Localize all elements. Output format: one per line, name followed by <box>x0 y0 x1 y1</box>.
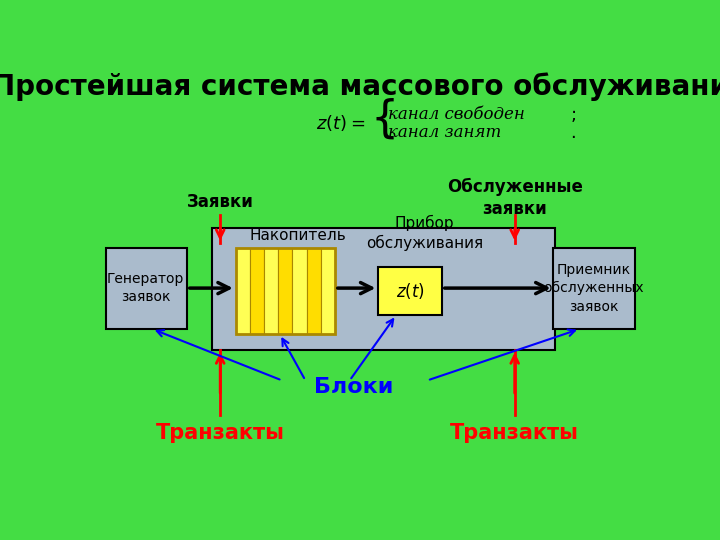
Bar <box>554 248 635 329</box>
Text: ;: ; <box>570 106 577 124</box>
Text: канал свободен: канал свободен <box>388 106 526 123</box>
Text: Блоки: Блоки <box>314 377 393 397</box>
Bar <box>106 248 187 329</box>
Text: Приемник
обслуженных
заявок: Приемник обслуженных заявок <box>544 262 644 314</box>
Bar <box>264 248 278 334</box>
Bar <box>307 248 320 334</box>
Bar <box>212 228 555 350</box>
Bar <box>320 248 335 334</box>
Bar <box>250 248 264 334</box>
Text: Генератор
заявок: Генератор заявок <box>107 272 184 305</box>
Text: $z(t)$: $z(t)$ <box>396 281 425 301</box>
Text: Обслуженные
заявки: Обслуженные заявки <box>447 178 582 218</box>
Text: Прибор
обслуживания: Прибор обслуживания <box>366 214 483 251</box>
Text: Транзакты: Транзакты <box>156 423 284 443</box>
Text: .: . <box>570 124 576 141</box>
Bar <box>235 248 335 334</box>
Bar <box>378 267 442 315</box>
Bar <box>292 248 307 334</box>
Text: Заявки: Заявки <box>186 193 253 211</box>
Text: канал занят: канал занят <box>388 124 502 141</box>
Text: {: { <box>371 97 399 140</box>
Text: $z(t) =$: $z(t) =$ <box>316 112 365 132</box>
Bar <box>235 248 250 334</box>
Bar <box>278 248 292 334</box>
Text: Транзакты: Транзакты <box>450 423 579 443</box>
Text: Простейшая система массового обслуживания: Простейшая система массового обслуживани… <box>0 72 720 100</box>
Text: Накопитель: Накопитель <box>249 228 346 243</box>
